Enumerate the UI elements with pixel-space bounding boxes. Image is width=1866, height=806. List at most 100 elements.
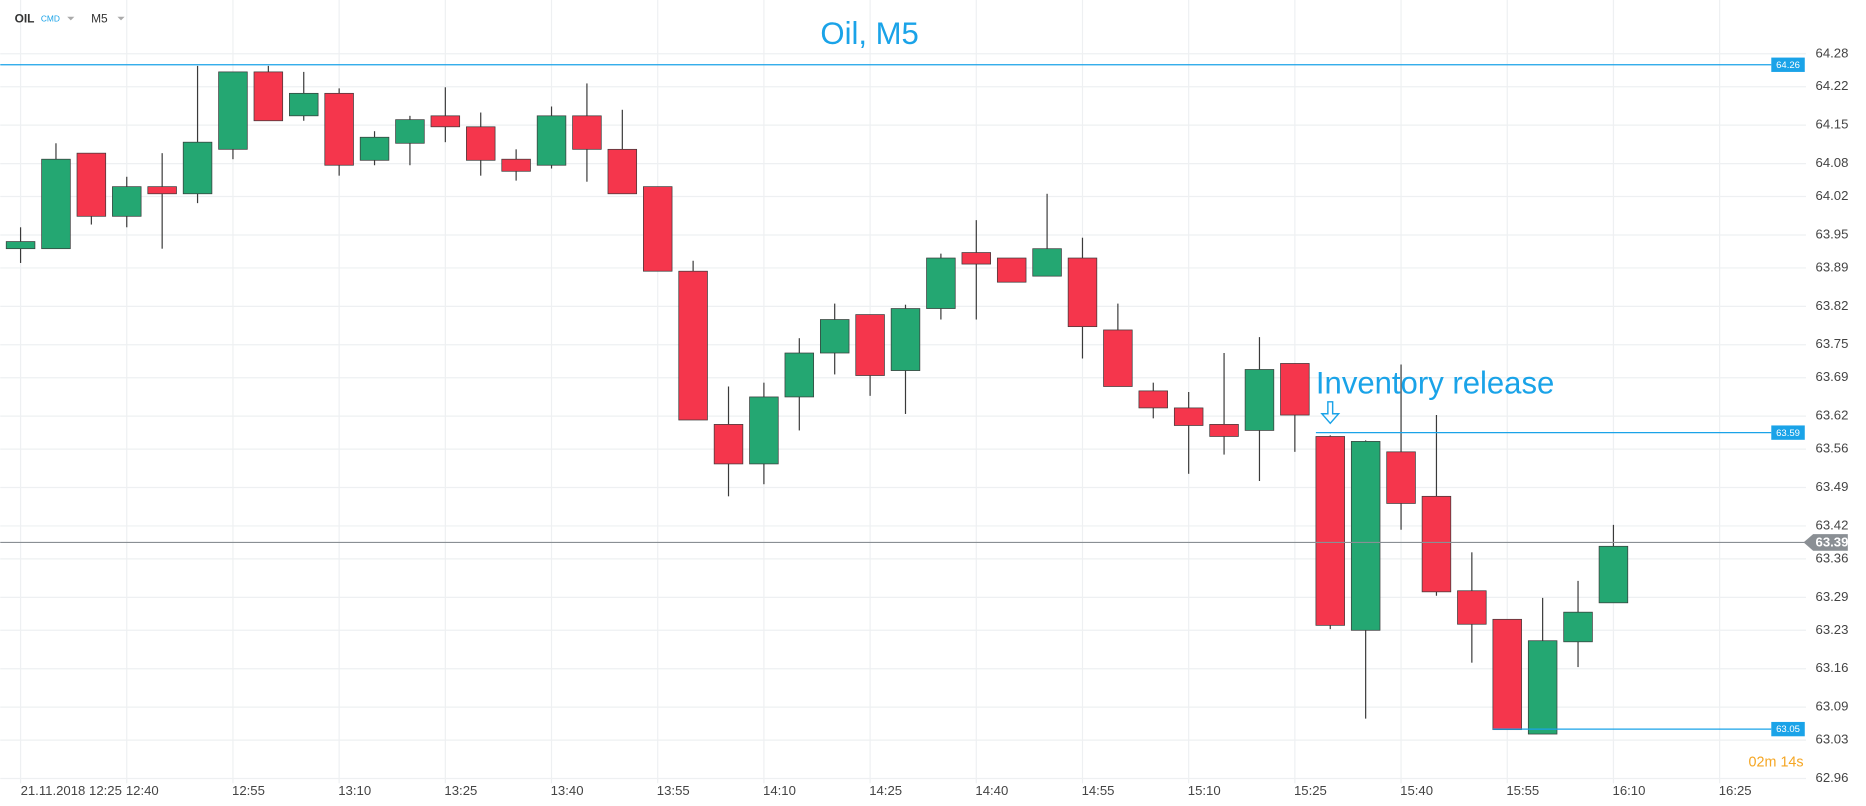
level-label-box <box>1771 57 1805 72</box>
candle-body <box>395 119 425 144</box>
date-label: 21.11.2018 <box>21 783 86 798</box>
x-tick-label: 15:10 <box>1188 783 1221 798</box>
y-tick-label: 63.56 <box>1816 441 1849 456</box>
y-tick-label: 63.23 <box>1816 622 1849 637</box>
x-tick-label: 16:10 <box>1613 783 1646 798</box>
candle-body <box>1173 407 1204 426</box>
candle-body <box>713 424 744 465</box>
candle-body <box>41 158 71 250</box>
candle-body <box>749 396 779 465</box>
x-tick-label: 12:40 <box>126 783 159 798</box>
candle-body <box>996 257 1027 283</box>
annotation: Inventory release <box>1316 365 1554 400</box>
candle-body <box>289 92 319 117</box>
candle-body <box>784 352 815 398</box>
x-tick-label: 13:10 <box>338 783 371 798</box>
candle-body <box>1103 329 1133 387</box>
x-tick-label: 15:25 <box>1294 783 1327 798</box>
candle-body <box>112 186 142 217</box>
y-tick-label: 63.75 <box>1816 336 1849 351</box>
candle-body <box>324 92 354 166</box>
level-label: 63.05 <box>1776 724 1800 735</box>
current-price-label: 63.39 <box>1816 535 1849 550</box>
y-tick-label: 64.28 <box>1816 45 1849 60</box>
candle-body <box>1209 424 1239 437</box>
interval[interactable]: M5 <box>91 11 108 25</box>
y-tick-label: 63.42 <box>1816 517 1849 532</box>
y-tick-label: 63.69 <box>1816 369 1849 384</box>
candle-body <box>1280 363 1310 416</box>
chart-title: Oil, M5 <box>820 16 918 51</box>
current-price-box <box>1803 534 1848 551</box>
dropdown-caret[interactable] <box>67 16 75 21</box>
y-tick-label: 63.95 <box>1816 226 1849 241</box>
candle-body <box>1421 495 1452 593</box>
y-tick-label: 64.15 <box>1816 117 1849 132</box>
candle-body <box>501 158 531 172</box>
y-tick-label: 64.08 <box>1816 155 1849 170</box>
x-tick-label: 14:25 <box>869 783 902 798</box>
candle-body <box>1315 436 1345 626</box>
candle-body <box>607 148 638 195</box>
y-tick-label: 63.29 <box>1816 589 1849 604</box>
candle-body <box>1492 618 1522 731</box>
market[interactable]: CMD <box>41 13 60 23</box>
y-tick-label: 63.16 <box>1816 660 1849 675</box>
x-tick-label: 14:10 <box>763 783 796 798</box>
y-tick-label: 63.62 <box>1816 408 1849 423</box>
candle-body <box>1598 545 1629 604</box>
candle-body <box>855 314 885 376</box>
y-tick-label: 63.82 <box>1816 298 1849 313</box>
plot <box>0 64 1806 735</box>
level-label-box <box>1771 721 1805 737</box>
candle-body <box>1527 640 1558 735</box>
candle-body <box>1067 257 1098 328</box>
symbol[interactable]: OIL <box>15 11 35 25</box>
level-label: 64.26 <box>1776 60 1800 71</box>
x-tick-label: 14:40 <box>975 783 1008 798</box>
x-tick-label: 13:55 <box>657 783 690 798</box>
y-tick-label: 63.36 <box>1816 550 1849 565</box>
candle-body <box>1138 390 1168 409</box>
y-tick-label: 63.49 <box>1816 479 1849 494</box>
candle-body <box>926 257 956 309</box>
y-tick-label: 64.02 <box>1816 188 1849 203</box>
x-tick-label: 13:25 <box>444 783 477 798</box>
candle-body <box>1386 451 1416 504</box>
x-tick-label: 13:40 <box>551 783 584 798</box>
candle-body <box>1350 441 1381 631</box>
candle-body <box>890 308 921 371</box>
candle-body <box>678 270 708 421</box>
x-tick-label: 12:55 <box>232 783 265 798</box>
candle-body <box>1457 590 1487 625</box>
candle-body <box>1563 611 1593 643</box>
candle-body <box>182 141 213 195</box>
dropdown-caret[interactable] <box>117 16 125 21</box>
candle-body <box>1244 369 1275 431</box>
countdown: 02m 14s <box>1749 755 1804 771</box>
candle-body <box>253 71 284 122</box>
candle-body <box>961 252 991 265</box>
y-tick-label: 62.96 <box>1816 770 1849 785</box>
y-tick-label: 64.22 <box>1816 78 1849 93</box>
y-tick-label: 63.09 <box>1816 699 1849 714</box>
x-tick-label: 14:55 <box>1082 783 1115 798</box>
x-tick-label: 15:55 <box>1506 783 1539 798</box>
candle-body <box>218 71 248 150</box>
annotation-arrow <box>1320 401 1341 425</box>
candle-body <box>147 186 177 195</box>
y-tick-label: 63.03 <box>1816 732 1849 747</box>
y-tick-label: 63.89 <box>1816 259 1849 274</box>
candle-body <box>1032 248 1062 277</box>
level-label-box <box>1771 425 1805 440</box>
x-tick-label: 12:25 <box>89 783 122 798</box>
candle-body <box>76 152 107 217</box>
candle-body <box>430 115 461 128</box>
candle-body <box>5 241 36 250</box>
candle-body <box>819 319 850 354</box>
candle-body <box>643 186 673 272</box>
candle-body <box>466 126 496 161</box>
level-label: 63.59 <box>1776 428 1800 439</box>
x-tick-label: 15:40 <box>1400 783 1433 798</box>
